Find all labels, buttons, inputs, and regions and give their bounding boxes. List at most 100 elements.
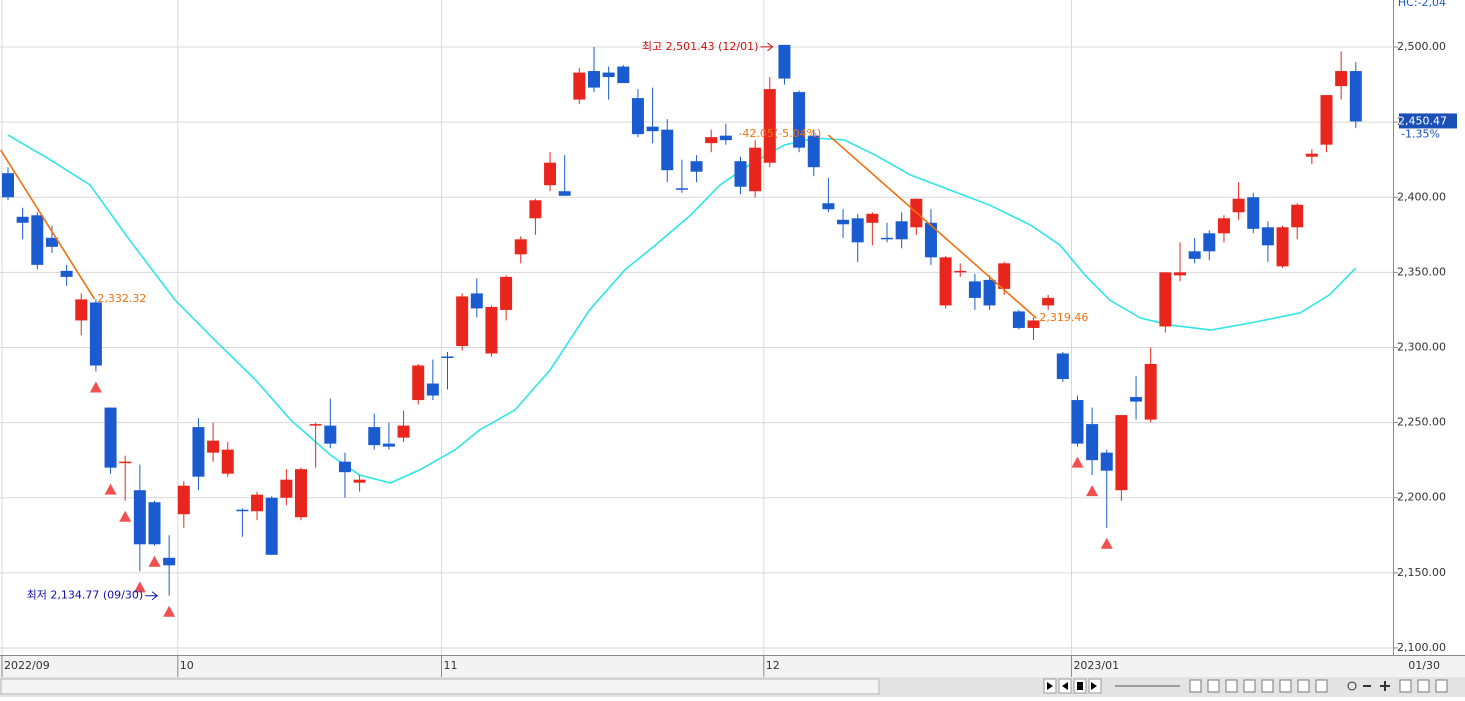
candle-body bbox=[631, 98, 644, 135]
candle-body bbox=[456, 296, 469, 346]
y-tick-label: 2,100.00 bbox=[1397, 641, 1446, 654]
candle-body bbox=[470, 293, 483, 309]
x-tick-label: 10 bbox=[180, 659, 194, 672]
candle-body bbox=[309, 424, 322, 426]
candle-body bbox=[338, 461, 351, 473]
candle-body bbox=[602, 72, 615, 78]
y-tick-label: 2,150.00 bbox=[1397, 566, 1446, 579]
trendline bbox=[827, 134, 1037, 319]
buy-signal bbox=[1086, 485, 1099, 497]
icon bbox=[1062, 682, 1068, 690]
candle-body bbox=[368, 427, 381, 446]
candle-body bbox=[1086, 424, 1099, 461]
candle-body bbox=[192, 427, 205, 477]
candle-body bbox=[778, 44, 791, 79]
y-tick-label: 2,350.00 bbox=[1397, 265, 1446, 278]
candle-body bbox=[1261, 227, 1274, 246]
tool-button[interactable] bbox=[1243, 679, 1256, 693]
candle-body bbox=[324, 425, 337, 444]
candle-body bbox=[1335, 71, 1348, 87]
candle-body bbox=[1188, 251, 1201, 259]
candle-body bbox=[705, 137, 718, 144]
buy-signal bbox=[148, 555, 161, 567]
candle-body bbox=[793, 92, 806, 148]
candle-body bbox=[45, 237, 58, 247]
icon bbox=[1077, 682, 1083, 690]
y-tick-label: 2,250.00 bbox=[1397, 416, 1446, 429]
trendline-label: 2,319.46 bbox=[1039, 311, 1088, 324]
tool-button[interactable] bbox=[1225, 679, 1238, 693]
buy-signal bbox=[89, 381, 102, 393]
tool-button[interactable] bbox=[1207, 679, 1220, 693]
candle-body bbox=[163, 557, 176, 566]
x-tick-label: 2023/01 bbox=[1073, 659, 1119, 672]
candle-body bbox=[837, 219, 850, 225]
candle-body bbox=[133, 490, 146, 545]
candle-body bbox=[1217, 218, 1230, 234]
candle-body bbox=[16, 216, 29, 223]
candle-body bbox=[221, 449, 234, 474]
plot-area bbox=[0, 0, 1393, 655]
y-tick-label: 2,300.00 bbox=[1397, 340, 1446, 353]
scrollbar[interactable] bbox=[0, 678, 880, 695]
candle-body bbox=[822, 203, 835, 210]
candle-body bbox=[807, 135, 820, 168]
candle-body bbox=[1115, 415, 1128, 491]
zoom-in-button[interactable] bbox=[1380, 681, 1390, 691]
tool-button[interactable] bbox=[1315, 679, 1328, 693]
tool-button[interactable] bbox=[1417, 679, 1430, 693]
candle-body bbox=[148, 502, 161, 545]
candle-body bbox=[514, 239, 527, 255]
x-tick-label: 11 bbox=[444, 659, 458, 672]
candle-body bbox=[734, 161, 747, 187]
grid-layer bbox=[0, 0, 1393, 655]
tool-button[interactable] bbox=[1399, 679, 1412, 693]
candle-body bbox=[1247, 197, 1260, 229]
candle-body bbox=[968, 281, 981, 298]
zoom-button[interactable] bbox=[1347, 681, 1357, 691]
candle-body bbox=[924, 222, 937, 258]
candle-body bbox=[954, 270, 967, 273]
candle-body bbox=[89, 302, 102, 366]
candle-body bbox=[544, 162, 557, 186]
candle-body bbox=[1276, 227, 1289, 267]
candle-body bbox=[573, 72, 586, 100]
buy-signal bbox=[163, 605, 176, 617]
tool-button[interactable] bbox=[1297, 679, 1310, 693]
last-price-box bbox=[1399, 113, 1457, 129]
header-indicator: HC:-2,04 bbox=[1398, 0, 1446, 9]
candle-body bbox=[485, 306, 498, 354]
icon bbox=[1047, 682, 1053, 690]
tool-button[interactable] bbox=[1435, 679, 1448, 693]
trendline-label: 2,332.32 bbox=[97, 292, 146, 305]
candle-body bbox=[382, 443, 395, 447]
low-label: 최저 2,134.77 (09/30) bbox=[27, 589, 144, 602]
tool-button[interactable] bbox=[1279, 679, 1292, 693]
candle-body bbox=[998, 263, 1011, 289]
candle-body bbox=[1130, 397, 1143, 402]
toolbar-buttons bbox=[1043, 678, 1448, 694]
candle-body bbox=[426, 383, 439, 396]
candle-body bbox=[1349, 71, 1362, 122]
candle-body bbox=[397, 425, 410, 438]
y-tick-label: 2,200.00 bbox=[1397, 491, 1446, 504]
candle-body bbox=[617, 66, 630, 84]
candle-body bbox=[500, 276, 513, 310]
candle-body bbox=[1056, 353, 1069, 380]
candle-body bbox=[983, 279, 996, 306]
buy-signal bbox=[104, 483, 117, 495]
candle-body bbox=[353, 479, 366, 483]
candle-body bbox=[1027, 320, 1040, 328]
candle-body bbox=[119, 461, 132, 464]
candle-body bbox=[1042, 297, 1055, 306]
buy-signal bbox=[1100, 537, 1113, 549]
tool-button[interactable] bbox=[1189, 679, 1202, 693]
candle-body bbox=[177, 485, 190, 515]
candle-body bbox=[675, 188, 688, 190]
x-tick-label: 12 bbox=[766, 659, 780, 672]
candle-body bbox=[881, 237, 893, 240]
candle-body bbox=[1159, 272, 1172, 327]
y-tick-label: 2,400.00 bbox=[1397, 190, 1446, 203]
tool-button[interactable] bbox=[1261, 679, 1274, 693]
